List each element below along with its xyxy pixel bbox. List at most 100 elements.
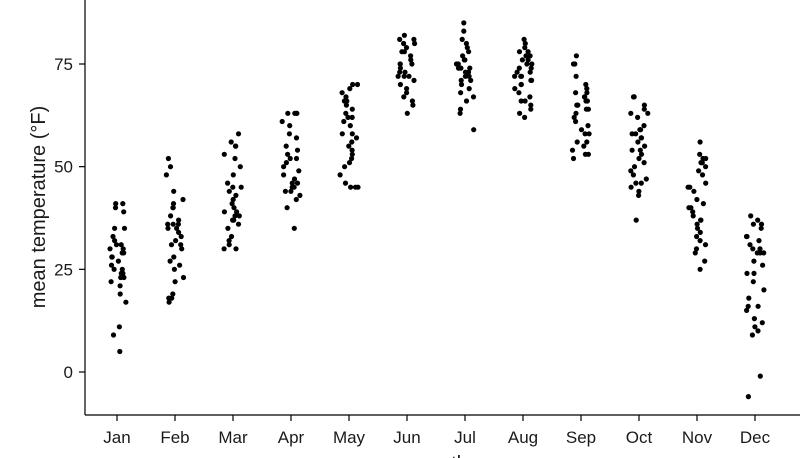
data-point xyxy=(172,279,178,285)
data-point xyxy=(755,217,761,223)
data-point xyxy=(112,205,119,211)
data-point xyxy=(584,86,590,92)
data-point xyxy=(524,61,530,67)
data-point xyxy=(525,57,531,63)
data-point xyxy=(528,106,534,112)
data-point xyxy=(165,155,171,162)
data-point xyxy=(285,151,291,157)
data-point xyxy=(173,238,179,244)
data-point xyxy=(401,32,407,38)
data-point xyxy=(747,242,753,248)
data-point xyxy=(283,160,289,166)
data-point xyxy=(353,135,360,141)
data-point xyxy=(286,131,292,137)
data-point xyxy=(698,217,704,223)
data-point xyxy=(118,270,124,276)
data-point xyxy=(117,348,123,355)
data-point xyxy=(178,242,184,248)
data-point xyxy=(569,147,576,153)
data-point xyxy=(465,69,471,75)
data-point xyxy=(293,135,300,141)
data-point xyxy=(119,266,125,272)
data-point xyxy=(750,279,756,285)
data-point xyxy=(397,61,403,67)
data-point xyxy=(583,106,590,112)
x-tick-label: Mar xyxy=(218,428,248,447)
data-point xyxy=(584,90,590,96)
data-point xyxy=(460,53,466,59)
data-point xyxy=(176,217,182,223)
data-point xyxy=(167,164,174,170)
data-point xyxy=(410,102,416,108)
data-point xyxy=(294,147,301,153)
data-point xyxy=(641,102,648,108)
data-point xyxy=(234,209,240,215)
data-point xyxy=(635,114,641,120)
data-point xyxy=(339,131,345,137)
data-point xyxy=(349,114,355,120)
x-tick-label: Nov xyxy=(682,428,713,447)
data-point xyxy=(573,73,579,79)
data-point xyxy=(233,143,239,149)
data-point xyxy=(121,225,128,231)
data-point xyxy=(758,221,765,227)
data-point xyxy=(582,151,589,157)
data-point xyxy=(347,86,353,92)
data-point xyxy=(585,123,591,129)
data-point xyxy=(395,73,401,79)
data-point xyxy=(698,160,704,166)
data-point xyxy=(221,246,227,252)
data-point xyxy=(121,250,127,256)
data-point xyxy=(226,238,232,244)
data-point xyxy=(700,201,707,207)
data-point xyxy=(757,246,763,252)
data-point xyxy=(297,192,303,198)
data-point xyxy=(688,205,694,211)
x-tick-label: Oct xyxy=(626,428,653,447)
data-point xyxy=(744,270,750,276)
axes xyxy=(84,0,800,416)
data-point xyxy=(178,233,184,240)
data-point xyxy=(692,250,698,256)
data-point xyxy=(170,205,176,211)
data-point xyxy=(169,295,175,301)
data-point xyxy=(466,86,472,92)
data-point xyxy=(584,139,590,145)
data-point xyxy=(347,123,353,129)
data-point xyxy=(221,209,227,215)
data-point xyxy=(755,328,761,334)
data-point xyxy=(702,242,709,248)
data-point xyxy=(349,147,355,153)
data-point xyxy=(761,287,767,293)
data-point xyxy=(289,180,295,186)
data-point xyxy=(645,110,651,116)
data-point xyxy=(699,172,706,178)
x-tick-label: Aug xyxy=(508,428,538,447)
data-point xyxy=(408,57,414,63)
data-point xyxy=(744,307,750,313)
data-point xyxy=(516,49,523,55)
data-point xyxy=(110,233,116,240)
data-point xyxy=(703,164,709,170)
data-point xyxy=(519,57,526,63)
data-point xyxy=(283,143,289,149)
data-point xyxy=(746,295,752,301)
data-point xyxy=(518,73,524,79)
data-point xyxy=(346,143,352,149)
data-point xyxy=(463,98,470,104)
data-point xyxy=(171,188,177,194)
data-point xyxy=(522,114,528,120)
data-point xyxy=(694,221,700,227)
data-point xyxy=(641,160,647,166)
data-point xyxy=(694,233,700,240)
data-point xyxy=(529,77,535,83)
data-point xyxy=(750,221,757,227)
data-point xyxy=(467,65,473,71)
x-axis-title: month xyxy=(412,453,468,458)
data-point xyxy=(691,188,697,194)
data-point xyxy=(163,172,169,178)
data-point xyxy=(527,94,533,100)
data-point xyxy=(516,65,522,71)
data-point xyxy=(633,217,639,223)
data-point xyxy=(349,139,355,145)
